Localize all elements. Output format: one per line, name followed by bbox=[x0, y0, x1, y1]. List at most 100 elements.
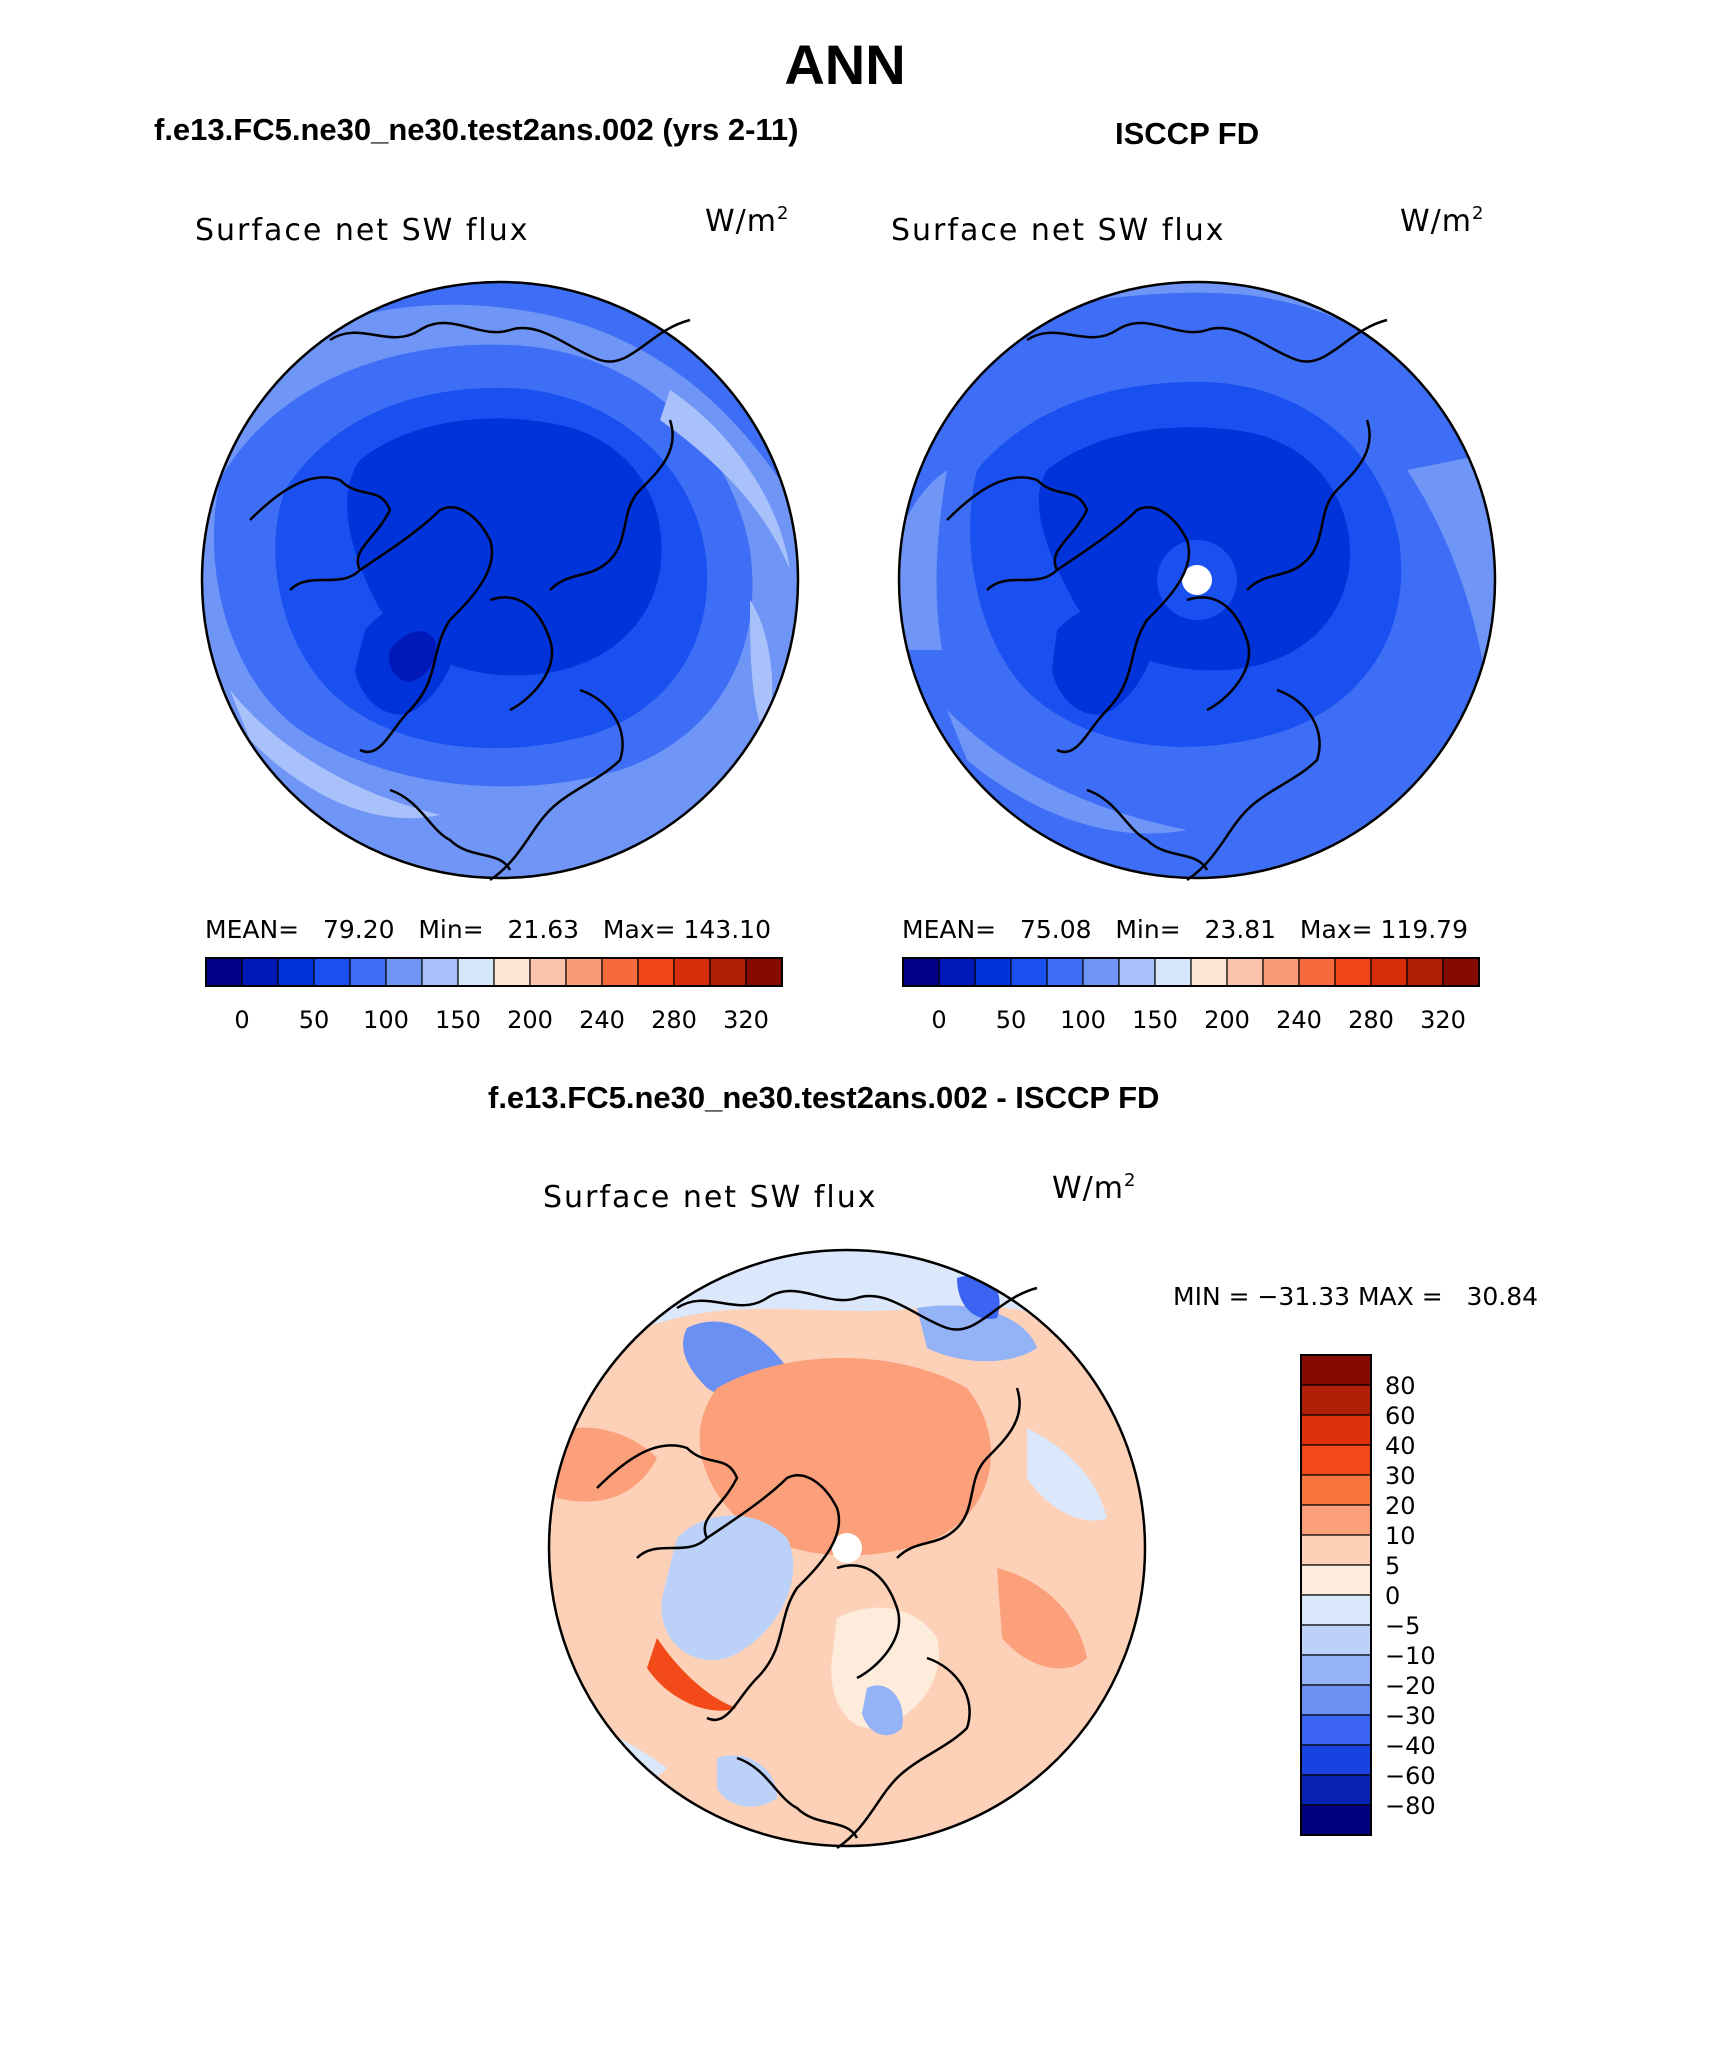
panel1-units: W/m2 bbox=[705, 203, 790, 239]
panel1-colorbar-label: 320 bbox=[723, 1006, 769, 1034]
diff-colorbar-box bbox=[1300, 1474, 1372, 1506]
diff-colorbar-label: 60 bbox=[1385, 1402, 1416, 1430]
diff-colorbar-label: −40 bbox=[1385, 1732, 1435, 1760]
panel1-polar-map bbox=[200, 280, 800, 882]
panel1-colorbar-box bbox=[421, 957, 459, 987]
panel2-colorbar-label: 200 bbox=[1204, 1006, 1250, 1034]
diff-colorbar-box bbox=[1300, 1594, 1372, 1626]
diff-colorbar-box bbox=[1300, 1564, 1372, 1596]
panel2-colorbar-label: 280 bbox=[1348, 1006, 1394, 1034]
diff-colorbar-label: −10 bbox=[1385, 1642, 1435, 1670]
panel1-colorbar-box bbox=[637, 957, 675, 987]
diff-stats: MIN = −31.33 MAX = 30.84 bbox=[1173, 1282, 1539, 1311]
panel2-colorbar-box bbox=[938, 957, 976, 987]
panel1-colorbar-box bbox=[745, 957, 783, 987]
diff-colorbar-box bbox=[1300, 1774, 1372, 1806]
panel1-colorbar-box bbox=[529, 957, 567, 987]
diff-colorbar-label: 40 bbox=[1385, 1432, 1416, 1460]
diff-units: W/m2 bbox=[1052, 1170, 1137, 1206]
panel1-colorbar-label: 280 bbox=[651, 1006, 697, 1034]
diff-colorbar-label: 10 bbox=[1385, 1522, 1416, 1550]
diff-polar-map bbox=[547, 1248, 1147, 1850]
diff-colorbar-label: 80 bbox=[1385, 1372, 1416, 1400]
panel2-case-title: ISCCP FD bbox=[1115, 116, 1260, 151]
diff-colorbar-label: −80 bbox=[1385, 1792, 1435, 1820]
panel1-colorbar-box bbox=[313, 957, 351, 987]
diff-colorbar-box bbox=[1300, 1354, 1372, 1386]
panel2-map-border bbox=[897, 280, 1497, 880]
panel1-colorbar-box bbox=[277, 957, 315, 987]
panel1-colorbar-label: 50 bbox=[299, 1006, 330, 1034]
panel1-colorbar-box bbox=[493, 957, 531, 987]
panel1-variable-label: Surface net SW flux bbox=[195, 213, 530, 248]
diff-colorbar-box bbox=[1300, 1504, 1372, 1536]
panel2-colorbar-label: 50 bbox=[996, 1006, 1027, 1034]
diff-coastlines bbox=[596, 1286, 1038, 1850]
panel2-colorbar-label: 240 bbox=[1276, 1006, 1322, 1034]
panel1-colorbar-box bbox=[385, 957, 423, 987]
diff-colorbar-box bbox=[1300, 1654, 1372, 1686]
panel2-colorbar-box bbox=[902, 957, 940, 987]
diff-colorbar-box bbox=[1300, 1714, 1372, 1746]
panel2-coastlines bbox=[946, 318, 1388, 882]
panel2-variable-label: Surface net SW flux bbox=[891, 213, 1226, 248]
panel2-colorbar-box bbox=[1082, 957, 1120, 987]
panel2-colorbar-box bbox=[1298, 957, 1336, 987]
panel1-colorbar-box bbox=[349, 957, 387, 987]
panel2-colorbar-label: 100 bbox=[1060, 1006, 1106, 1034]
panel2-colorbar-box bbox=[1190, 957, 1228, 987]
panel2-colorbar-box bbox=[1442, 957, 1480, 987]
panel1-colorbar-box bbox=[673, 957, 711, 987]
diff-map-border bbox=[547, 1248, 1147, 1848]
diff-colorbar-box bbox=[1300, 1414, 1372, 1446]
diff-colorbar-box bbox=[1300, 1744, 1372, 1776]
panel2-colorbar-box bbox=[974, 957, 1012, 987]
diff-colorbar-label: −60 bbox=[1385, 1762, 1435, 1790]
diff-colorbar-label: −5 bbox=[1385, 1612, 1420, 1640]
diff-colorbar-box bbox=[1300, 1444, 1372, 1476]
panel2-units: W/m2 bbox=[1400, 203, 1485, 239]
panel2-colorbar-box bbox=[1406, 957, 1444, 987]
panel1-colorbar-box bbox=[709, 957, 747, 987]
panel1-colorbar-box bbox=[565, 957, 603, 987]
panel2-colorbar-label: 320 bbox=[1420, 1006, 1466, 1034]
panel1-colorbar-label: 200 bbox=[507, 1006, 553, 1034]
diff-colorbar-box bbox=[1300, 1534, 1372, 1566]
panel2-pole-missing-data bbox=[1182, 565, 1212, 595]
diff-colorbar-label: 5 bbox=[1385, 1552, 1400, 1580]
diff-colorbar-label: −20 bbox=[1385, 1672, 1435, 1700]
panel2-colorbar-box bbox=[1154, 957, 1192, 987]
diff-variable-label: Surface net SW flux bbox=[543, 1180, 878, 1215]
panel1-map-border bbox=[200, 280, 800, 880]
figure-title: ANN bbox=[784, 33, 906, 96]
diff-colorbar-label: 30 bbox=[1385, 1462, 1416, 1490]
diff-colorbar-frame bbox=[1300, 1354, 1372, 1836]
panel1-stats: MEAN= 79.20 Min= 21.63 Max= 143.10 bbox=[205, 915, 771, 944]
panel1-colorbar-label: 150 bbox=[435, 1006, 481, 1034]
panel1-contour-fill bbox=[202, 282, 798, 878]
diff-colorbar-box bbox=[1300, 1804, 1372, 1836]
panel2-polar-map bbox=[897, 280, 1497, 882]
panel2-colorbar-label: 0 bbox=[931, 1006, 946, 1034]
diff-colorbar-box bbox=[1300, 1384, 1372, 1416]
panel1-colorbar-label: 0 bbox=[234, 1006, 249, 1034]
panel1-colorbar: 0 50 100 150 200 240 280 320 bbox=[205, 957, 783, 1034]
panel1-case-title: f.e13.FC5.ne30_ne30.test2ans.002 (yrs 2-… bbox=[154, 112, 799, 147]
diff-colorbar-label: −30 bbox=[1385, 1702, 1435, 1730]
panel2-colorbar-box bbox=[1118, 957, 1156, 987]
panel1-colorbar-label: 240 bbox=[579, 1006, 625, 1034]
diff-case-title: f.e13.FC5.ne30_ne30.test2ans.002 - ISCCP… bbox=[488, 1080, 1160, 1115]
diff-pole-missing-data bbox=[832, 1533, 862, 1563]
panel1-colorbar-box bbox=[601, 957, 639, 987]
panel2-colorbar-box bbox=[1010, 957, 1048, 987]
panel2-colorbar-frame bbox=[902, 957, 1480, 987]
panel2-colorbar-box bbox=[1334, 957, 1372, 987]
diff-colorbar-box bbox=[1300, 1624, 1372, 1656]
panel2-stats: MEAN= 75.08 Min= 23.81 Max= 119.79 bbox=[902, 915, 1468, 944]
panel1-colorbar-box bbox=[457, 957, 495, 987]
diff-colorbar-label: 0 bbox=[1385, 1582, 1400, 1610]
panel2-colorbar-box bbox=[1262, 957, 1300, 987]
diff-colorbar-box bbox=[1300, 1684, 1372, 1716]
panel1-colorbar-frame bbox=[205, 957, 783, 987]
